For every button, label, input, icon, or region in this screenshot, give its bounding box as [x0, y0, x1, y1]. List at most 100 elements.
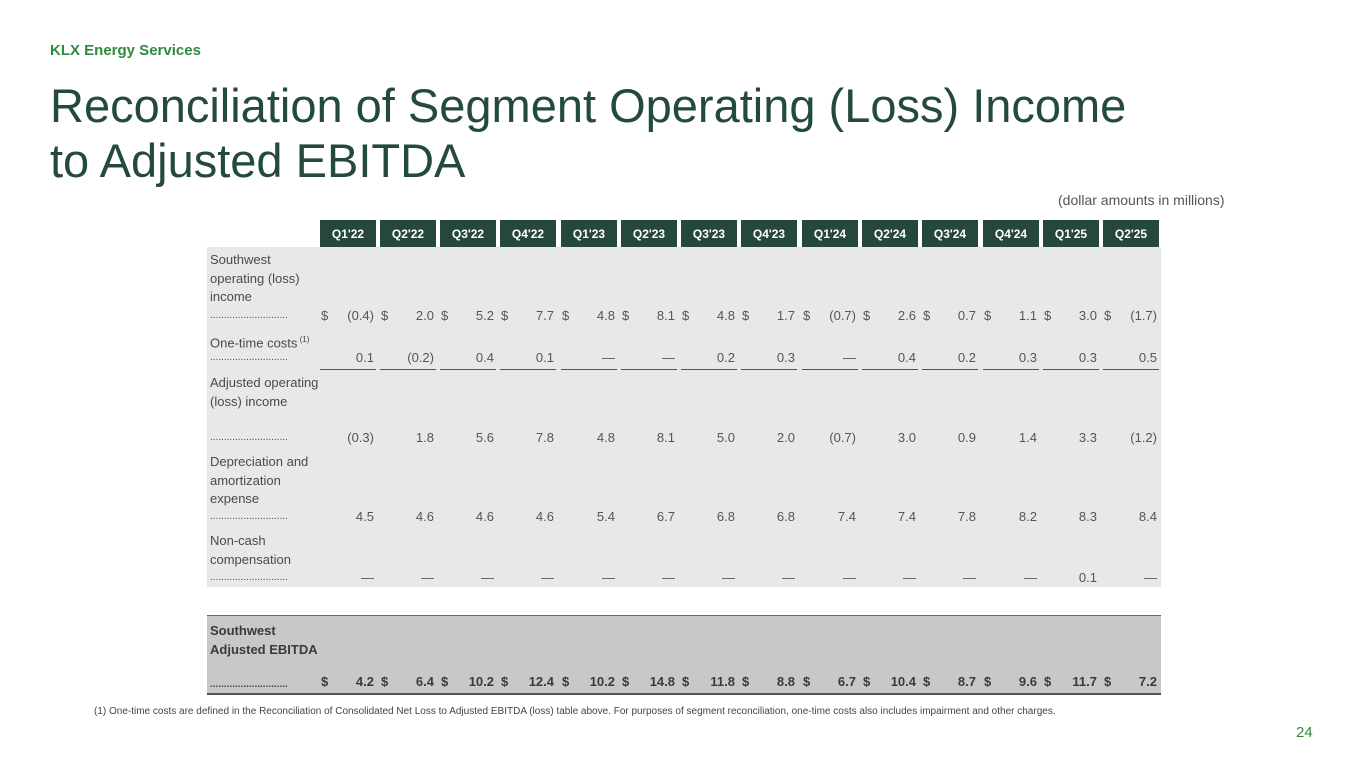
total-cell: $11.7: [1043, 674, 1099, 692]
dollar-sign: $: [923, 674, 931, 689]
dollar-sign: $: [562, 308, 570, 323]
table-cell: 6.8: [741, 509, 797, 527]
total-row-label: Southwest Adjusted EBITDA: [210, 623, 318, 657]
cell-value: 0.1: [535, 350, 554, 365]
dollar-sign: $: [803, 308, 811, 323]
table-cell: $5.2: [440, 308, 496, 326]
cell-value: 4.6: [475, 509, 494, 524]
cell-value: 2.6: [897, 308, 916, 323]
cell-value: —: [843, 350, 856, 365]
row-leader-dots: ............................: [210, 352, 288, 363]
cell-value: (0.2): [407, 350, 434, 365]
cell-value: 4.6: [415, 509, 434, 524]
cell-value: 11.7: [1072, 674, 1097, 689]
cell-value: 0.5: [1138, 350, 1157, 365]
column-header: Q2'23: [621, 220, 677, 247]
cell-value: 1.4: [1018, 430, 1037, 445]
dollar-sign: $: [321, 674, 329, 689]
subtotal-underline: [1103, 369, 1159, 370]
row-label-text: Southwest operating (loss) income: [210, 252, 300, 304]
dollar-sign: $: [863, 308, 871, 323]
column-header: Q1'23: [561, 220, 617, 247]
row-leader-dots: ............................: [210, 310, 288, 321]
subtotal-underline: [440, 369, 496, 370]
table-cell: (0.2): [380, 350, 436, 368]
total-cell: $6.4: [380, 674, 436, 692]
cell-value: 4.6: [535, 509, 554, 524]
cell-value: 5.2: [475, 308, 494, 323]
column-header: Q2'24: [862, 220, 918, 247]
subtotal-underline: [500, 369, 556, 370]
table-cell: 4.6: [440, 509, 496, 527]
table-cell: $ (0.4): [320, 308, 376, 326]
cell-value: —: [602, 570, 615, 585]
table-cell: 0.3: [1043, 350, 1099, 368]
dollar-sign: $: [441, 674, 449, 689]
dollar-sign: $: [1104, 674, 1112, 689]
cell-value: 5.6: [475, 430, 494, 445]
row-label: Adjusted operating (loss) income: [210, 374, 322, 411]
row-label: One-time costs (1): [210, 331, 322, 353]
total-cell: $9.6: [983, 674, 1039, 692]
dollar-sign: $: [441, 308, 449, 323]
table-cell: —: [561, 570, 617, 588]
row-label-text: Depreciation and amortization expense: [210, 454, 309, 506]
cell-value: —: [1144, 570, 1157, 585]
total-cell: $8.8: [741, 674, 797, 692]
table-cell: 0.1: [500, 350, 556, 368]
column-header: Q1'25: [1043, 220, 1099, 247]
table-cell: $8.1: [621, 308, 677, 326]
dollar-sign: $: [682, 674, 690, 689]
cell-value: 8.1: [656, 308, 675, 323]
cell-value: (0.7): [829, 308, 856, 323]
table-cell: 7.4: [862, 509, 918, 527]
cell-value: 0.3: [776, 350, 795, 365]
cell-value: —: [1024, 570, 1037, 585]
table-cell: $ (0.7): [802, 308, 858, 326]
cell-value: —: [541, 570, 554, 585]
total-cell: $10.4: [862, 674, 918, 692]
cell-value: 7.4: [837, 509, 856, 524]
row-label-text: Non-cash compensation: [210, 533, 291, 567]
cell-value: —: [963, 570, 976, 585]
table-cell: 8.3: [1043, 509, 1099, 527]
table-cell: $1.1: [983, 308, 1039, 326]
cell-value: 1.8: [415, 430, 434, 445]
cell-value: 6.7: [837, 674, 856, 689]
cell-value: 6.8: [776, 509, 795, 524]
cell-value: 8.1: [656, 430, 675, 445]
table-body-panel: [207, 247, 1161, 587]
table-cell: 0.2: [922, 350, 978, 368]
cell-value: 4.8: [596, 308, 615, 323]
cell-value: 0.2: [716, 350, 735, 365]
column-header: Q2'22: [380, 220, 436, 247]
dollar-sign: $: [742, 674, 750, 689]
table-cell: —: [380, 570, 436, 588]
dollar-sign: $: [1044, 674, 1052, 689]
table-cell: —: [561, 350, 617, 368]
cell-value: 6.8: [716, 509, 735, 524]
page-number: 24: [1296, 724, 1313, 741]
column-header: Q3'24: [922, 220, 978, 247]
cell-value: 3.0: [897, 430, 916, 445]
cell-value: 9.6: [1018, 674, 1037, 689]
company-name: KLX Energy Services: [50, 42, 201, 59]
row-label-text: Adjusted operating (loss) income: [210, 375, 319, 409]
cell-value: 11.8: [710, 674, 735, 689]
row-leader-dots: ............................: [210, 511, 288, 522]
cell-value: 8.8: [776, 674, 795, 689]
cell-value: 10.2: [589, 674, 615, 689]
page-title: Reconciliation of Segment Operating (Los…: [50, 78, 1250, 188]
total-cell: $4.2: [320, 674, 376, 692]
cell-value: (0.3): [347, 430, 374, 445]
table-cell: 8.2: [983, 509, 1039, 527]
cell-value: 7.7: [535, 308, 554, 323]
row-leader-dots: ............................: [210, 432, 288, 443]
column-header: Q3'23: [681, 220, 737, 247]
cell-value: 8.3: [1078, 509, 1097, 524]
cell-value: —: [481, 570, 494, 585]
table-cell: $ (1.7): [1103, 308, 1159, 326]
table-cell: —: [922, 570, 978, 588]
dollar-sign: $: [381, 308, 389, 323]
cell-value: 10.4: [890, 674, 916, 689]
